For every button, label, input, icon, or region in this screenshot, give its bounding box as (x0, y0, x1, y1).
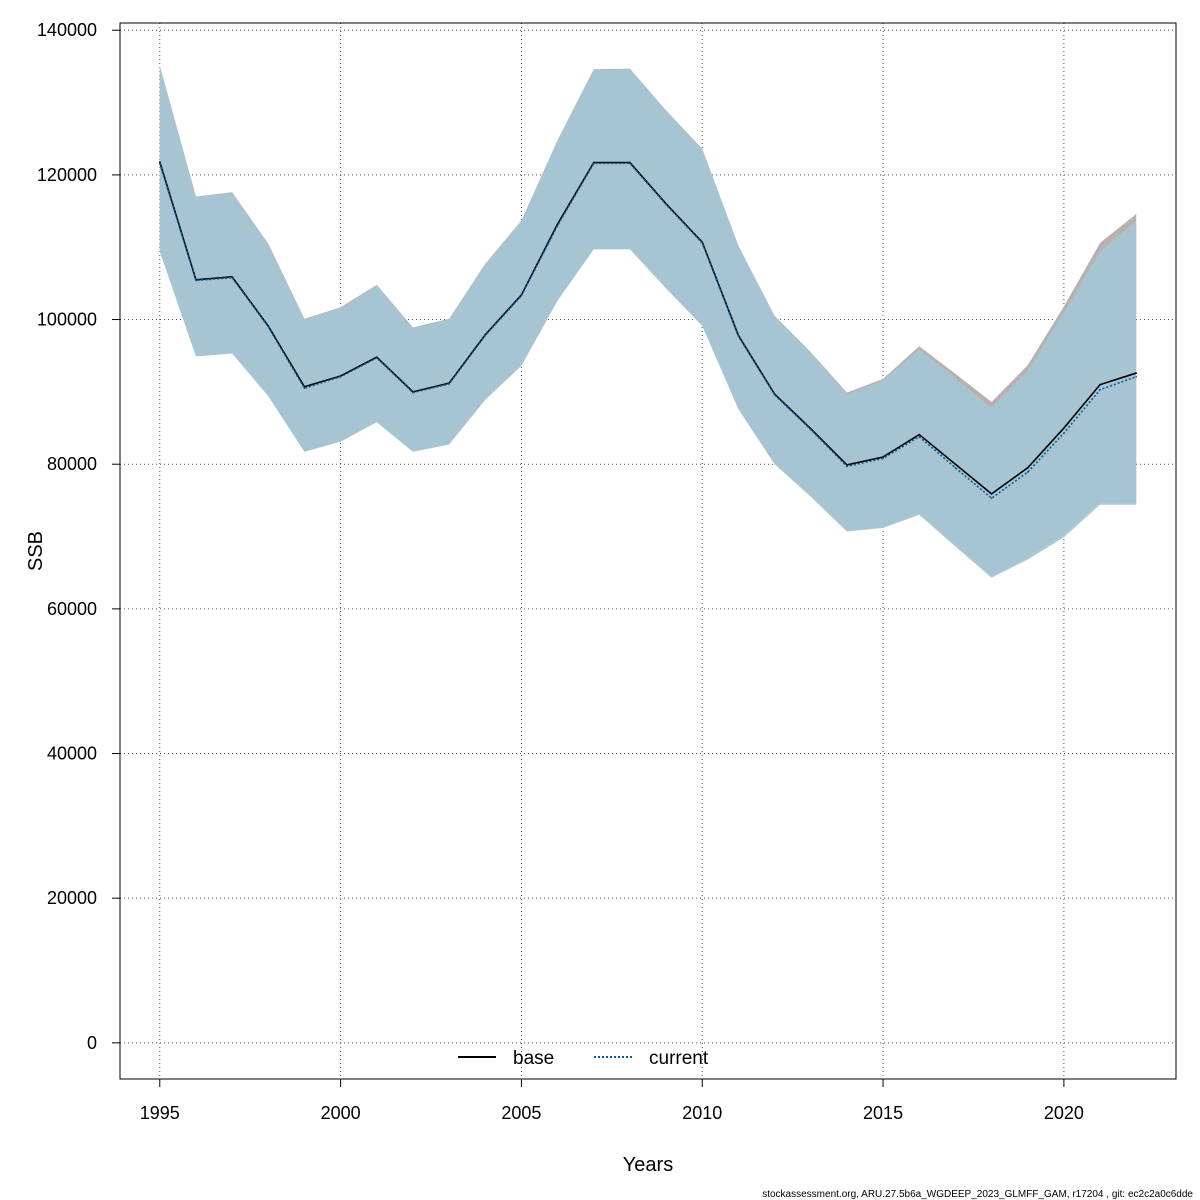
point-current-2001 (375, 357, 378, 359)
x-axis: 1995 2000 2005 2010 2015 2020 (140, 1079, 1084, 1123)
y-axis-title: SSB (25, 531, 47, 571)
point-base-1995 (158, 161, 161, 163)
plot-frame (119, 22, 1177, 1080)
x-tick-label-2020: 2020 (1044, 1103, 1084, 1123)
point-current-1995 (158, 162, 161, 165)
point-base-2018 (990, 493, 993, 495)
point-current-2007 (592, 162, 595, 165)
y-tick-label-140000: 140000 (37, 20, 97, 40)
point-current-2019 (1026, 471, 1029, 473)
point-current-1998 (267, 325, 270, 328)
point-current-2005 (520, 294, 523, 297)
series-lines (158, 161, 1138, 500)
point-current-2015 (882, 457, 884, 460)
band-current (159, 66, 1137, 578)
x-tick-label-2000: 2000 (321, 1103, 361, 1123)
x-tick-label-2005: 2005 (501, 1103, 541, 1123)
legend-label-base: base (513, 1048, 554, 1069)
footer-note: stockassessment.org, ARU.27.5b6a_WGDEEP_… (762, 1189, 1193, 1200)
point-base-2022 (1135, 372, 1138, 374)
point-base-2014 (846, 464, 848, 466)
legend-label-current: current (649, 1048, 709, 1069)
x-tick-label-2010: 2010 (682, 1103, 722, 1123)
point-base-2015 (882, 456, 884, 458)
x-tick-label-2015: 2015 (863, 1103, 903, 1123)
y-tick-label-120000: 120000 (37, 165, 97, 185)
point-current-2022 (1135, 375, 1138, 378)
point-current-2013 (809, 428, 812, 431)
x-axis-title: Years (623, 1154, 673, 1176)
point-current-2000 (339, 375, 342, 378)
point-base-2020 (1063, 427, 1065, 429)
point-base-2017 (954, 463, 957, 466)
point-current-2003 (448, 383, 450, 385)
point-current-1997 (231, 276, 233, 279)
point-base-2016 (918, 433, 921, 436)
point-current-2018 (990, 497, 993, 500)
point-current-2020 (1063, 432, 1065, 434)
point-base-2021 (1099, 383, 1101, 386)
y-tick-label-0: 0 (87, 1033, 97, 1053)
point-current-1996 (195, 279, 197, 282)
point-current-1999 (303, 387, 306, 390)
point-current-2006 (556, 224, 559, 227)
point-current-2016 (918, 435, 921, 438)
point-current-2004 (484, 334, 487, 337)
point-current-2008 (629, 162, 631, 165)
y-tick-label-100000: 100000 (37, 310, 97, 330)
point-current-2002 (412, 391, 414, 394)
y-tick-label-40000: 40000 (47, 744, 97, 764)
point-current-2010 (701, 242, 704, 244)
point-current-2012 (773, 393, 776, 396)
point-current-2017 (954, 467, 957, 469)
y-tick-label-80000: 80000 (47, 454, 97, 474)
y-tick-label-60000: 60000 (47, 599, 97, 619)
y-axis: 0 20000 40000 60000 80000 100000 120000 140000 (37, 20, 120, 1053)
confidence-bands (159, 65, 1137, 578)
point-base-2019 (1026, 467, 1029, 469)
point-current-2011 (737, 335, 740, 337)
point-current-2014 (846, 465, 848, 468)
y-tick-label-20000: 20000 (47, 888, 97, 908)
legend: base current (458, 1048, 709, 1069)
point-current-2021 (1099, 388, 1101, 391)
x-tick-label-1995: 1995 (140, 1103, 180, 1123)
point-current-2009 (665, 203, 667, 206)
